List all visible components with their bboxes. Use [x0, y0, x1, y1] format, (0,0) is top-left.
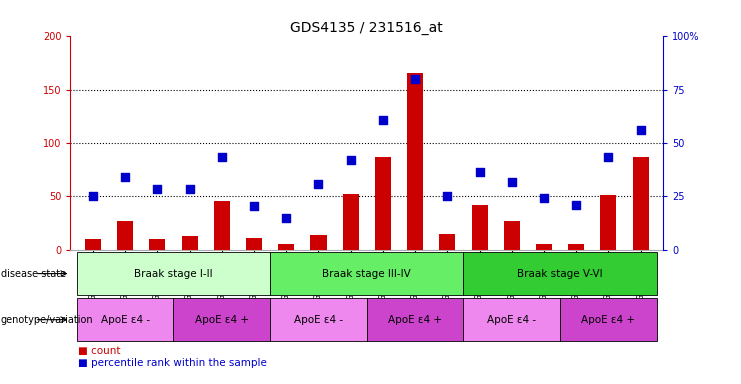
Point: [473, 169, 485, 175]
Bar: [213, 200, 230, 250]
Bar: [560, 298, 657, 341]
Bar: [77, 298, 173, 341]
Bar: [504, 221, 520, 250]
Bar: [600, 195, 617, 250]
Bar: [536, 244, 552, 250]
Text: ApoE ε4 +: ApoE ε4 +: [195, 314, 249, 325]
Bar: [568, 244, 584, 250]
Bar: [278, 244, 294, 250]
Point: [248, 203, 260, 209]
Bar: [270, 252, 463, 295]
Point: [184, 186, 196, 192]
Point: [313, 180, 325, 187]
Text: ApoE ε4 -: ApoE ε4 -: [101, 314, 150, 325]
Title: GDS4135 / 231516_at: GDS4135 / 231516_at: [290, 22, 443, 35]
Point: [571, 202, 582, 208]
Bar: [342, 194, 359, 250]
Text: ■ percentile rank within the sample: ■ percentile rank within the sample: [78, 358, 267, 368]
Text: ApoE ε4 -: ApoE ε4 -: [488, 314, 536, 325]
Bar: [117, 221, 133, 250]
Text: Braak stage III-IV: Braak stage III-IV: [322, 268, 411, 279]
Text: ■ count: ■ count: [78, 346, 120, 356]
Bar: [633, 157, 648, 250]
Bar: [85, 239, 101, 250]
Text: ApoE ε4 +: ApoE ε4 +: [582, 314, 636, 325]
Text: genotype/variation: genotype/variation: [1, 314, 93, 325]
Point: [635, 127, 647, 133]
Point: [345, 157, 356, 163]
Point: [280, 215, 292, 221]
Bar: [439, 233, 456, 250]
Bar: [182, 236, 198, 250]
Bar: [463, 252, 657, 295]
Point: [377, 116, 389, 122]
Point: [602, 154, 614, 160]
Bar: [77, 252, 270, 295]
Point: [442, 193, 453, 199]
Point: [506, 179, 518, 185]
Text: disease state: disease state: [1, 268, 66, 279]
Text: Braak stage V-VI: Braak stage V-VI: [517, 268, 603, 279]
Bar: [463, 298, 560, 341]
Text: Braak stage I-II: Braak stage I-II: [134, 268, 213, 279]
Point: [87, 193, 99, 199]
Point: [409, 76, 421, 82]
Point: [538, 195, 550, 202]
Text: ApoE ε4 -: ApoE ε4 -: [294, 314, 343, 325]
Bar: [310, 235, 327, 250]
Bar: [375, 157, 391, 250]
Bar: [367, 298, 463, 341]
Bar: [407, 73, 423, 250]
Bar: [270, 298, 367, 341]
Bar: [471, 205, 488, 250]
Bar: [246, 238, 262, 250]
Point: [216, 154, 227, 160]
Point: [119, 174, 131, 180]
Point: [151, 186, 163, 192]
Text: ApoE ε4 +: ApoE ε4 +: [388, 314, 442, 325]
Bar: [150, 239, 165, 250]
Bar: [173, 298, 270, 341]
